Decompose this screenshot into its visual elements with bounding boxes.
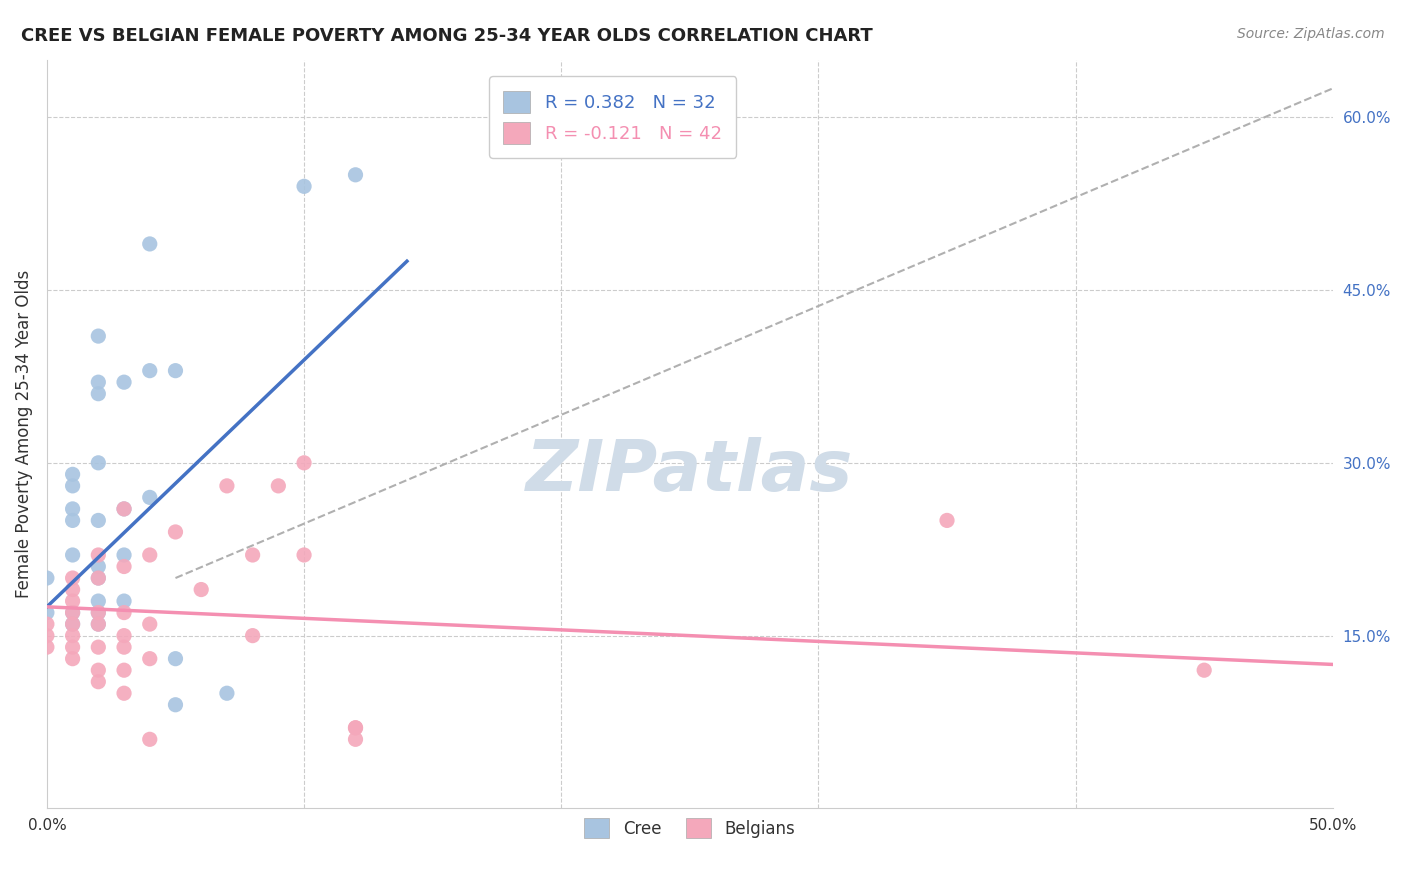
Point [87,606,110,620]
Point [62,629,84,643]
Point [62,606,84,620]
Point [87,571,110,585]
Point [112,606,135,620]
Point [62,513,84,527]
Legend: Cree, Belgians: Cree, Belgians [578,812,801,845]
Point [62,594,84,608]
Point [87,456,110,470]
Point [35,629,58,643]
Point [112,559,135,574]
Point [165,364,187,378]
Point [87,606,110,620]
Point [35,606,58,620]
Point [62,479,84,493]
Text: Source: ZipAtlas.com: Source: ZipAtlas.com [1237,27,1385,41]
Point [62,651,84,665]
Point [62,502,84,516]
Point [35,640,58,655]
Point [112,686,135,700]
Point [112,640,135,655]
Point [35,617,58,632]
Point [87,663,110,677]
Point [112,502,135,516]
Point [87,617,110,632]
Point [344,168,367,182]
Point [139,732,162,747]
Point [62,617,84,632]
Point [190,582,212,597]
Point [215,686,238,700]
Point [292,548,315,562]
Point [139,236,162,251]
Point [267,479,290,493]
Point [112,502,135,516]
Point [242,548,264,562]
Point [87,559,110,574]
Point [87,375,110,389]
Point [165,651,187,665]
Point [112,629,135,643]
Y-axis label: Female Poverty Among 25-34 Year Olds: Female Poverty Among 25-34 Year Olds [15,270,32,599]
Point [87,513,110,527]
Point [1192,663,1215,677]
Point [87,674,110,689]
Point [62,640,84,655]
Point [62,571,84,585]
Point [62,582,84,597]
Point [344,732,367,747]
Point [112,594,135,608]
Point [292,456,315,470]
Point [139,617,162,632]
Point [292,179,315,194]
Point [344,721,367,735]
Point [87,571,110,585]
Point [165,698,187,712]
Point [87,594,110,608]
Point [936,513,959,527]
Point [344,721,367,735]
Point [112,663,135,677]
Text: ZIPatlas: ZIPatlas [526,437,853,506]
Point [62,617,84,632]
Text: CREE VS BELGIAN FEMALE POVERTY AMONG 25-34 YEAR OLDS CORRELATION CHART: CREE VS BELGIAN FEMALE POVERTY AMONG 25-… [21,27,873,45]
Point [139,651,162,665]
Point [87,617,110,632]
Point [87,548,110,562]
Point [35,571,58,585]
Point [62,548,84,562]
Point [87,386,110,401]
Point [139,548,162,562]
Point [242,629,264,643]
Point [62,467,84,482]
Point [112,548,135,562]
Point [165,524,187,539]
Point [139,364,162,378]
Point [215,479,238,493]
Point [87,329,110,343]
Point [62,606,84,620]
Point [139,491,162,505]
Point [87,640,110,655]
Point [112,375,135,389]
